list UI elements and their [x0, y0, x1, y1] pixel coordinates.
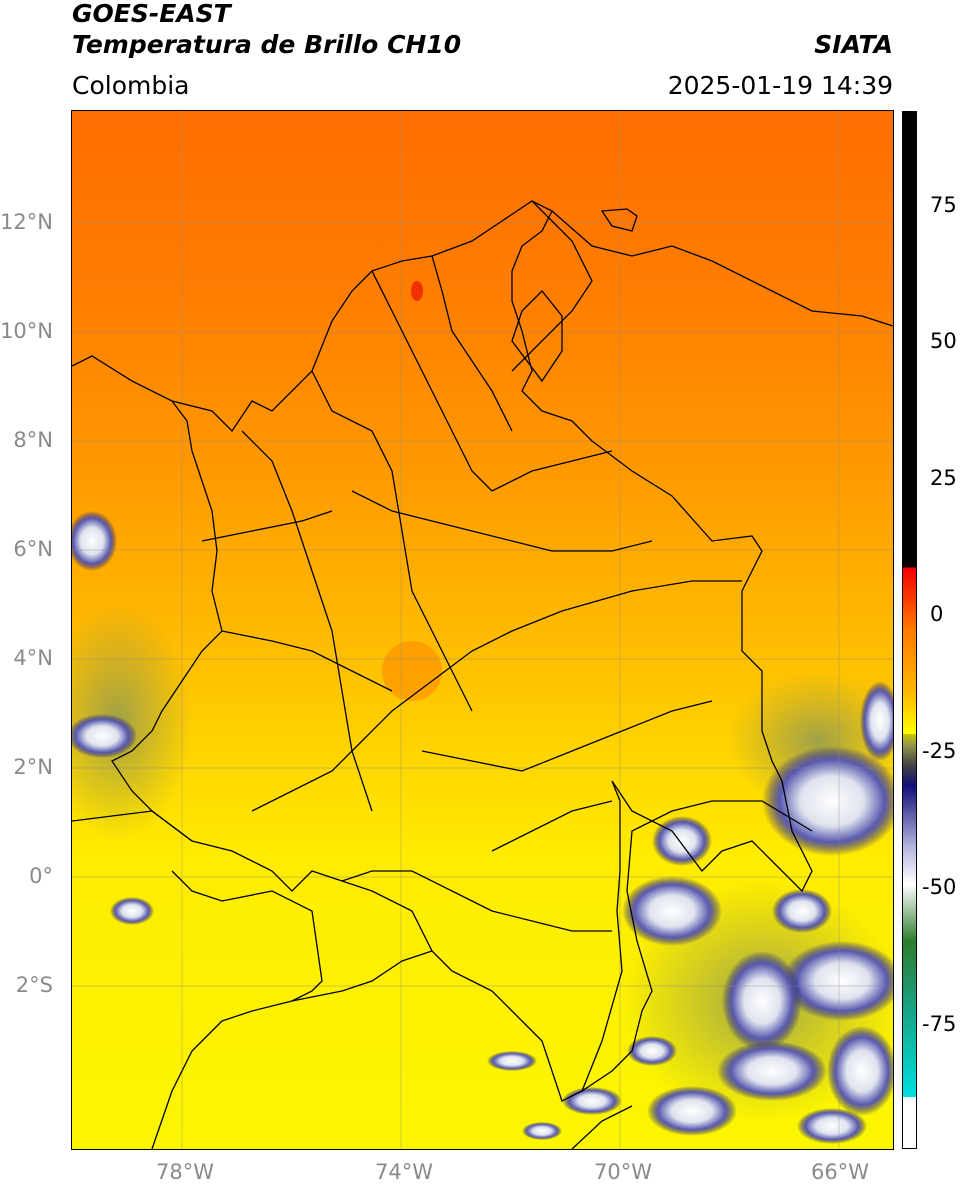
- cloud-tops: [72, 511, 893, 1144]
- lon-tick: 74°W: [375, 1160, 433, 1184]
- colorbar-tick: 25: [930, 466, 957, 490]
- lon-tick: 78°W: [156, 1160, 214, 1184]
- colorbar: [902, 111, 917, 1149]
- colorbar-tick: 0: [930, 602, 944, 626]
- warm-spot: [411, 281, 423, 301]
- colorbar-tick: -25: [922, 739, 957, 763]
- lon-tick: 70°W: [594, 1160, 652, 1184]
- lat-tick: 12°N: [0, 210, 53, 234]
- borders: [72, 200, 893, 1149]
- lat-tick: 0°: [29, 864, 53, 888]
- colorbar-tick: -50: [922, 875, 957, 899]
- lat-tick: 10°N: [0, 319, 53, 343]
- datetime-label: 2025-01-19 14:39: [667, 71, 893, 100]
- satellite-map: [72, 111, 893, 1149]
- title-line1: GOES-EAST: [72, 0, 231, 28]
- lon-tick: 66°W: [811, 1160, 869, 1184]
- lat-tick: 2°S: [15, 973, 53, 997]
- colorbar-tick: 75: [930, 193, 957, 217]
- title-line2: Temperatura de Brillo CH10: [72, 30, 462, 59]
- region-label: Colombia: [72, 71, 190, 100]
- graticule: [72, 111, 893, 1149]
- colorbar-tick: 50: [930, 329, 957, 353]
- lat-tick: 2°N: [13, 755, 53, 779]
- warm-spot: [382, 641, 442, 701]
- lat-tick: 4°N: [13, 646, 53, 670]
- agency-label: SIATA: [814, 30, 893, 59]
- colorbar-tick: -75: [922, 1012, 957, 1036]
- lat-tick: 6°N: [13, 537, 53, 561]
- haze-patch: [72, 601, 192, 841]
- lat-tick: 8°N: [13, 428, 53, 452]
